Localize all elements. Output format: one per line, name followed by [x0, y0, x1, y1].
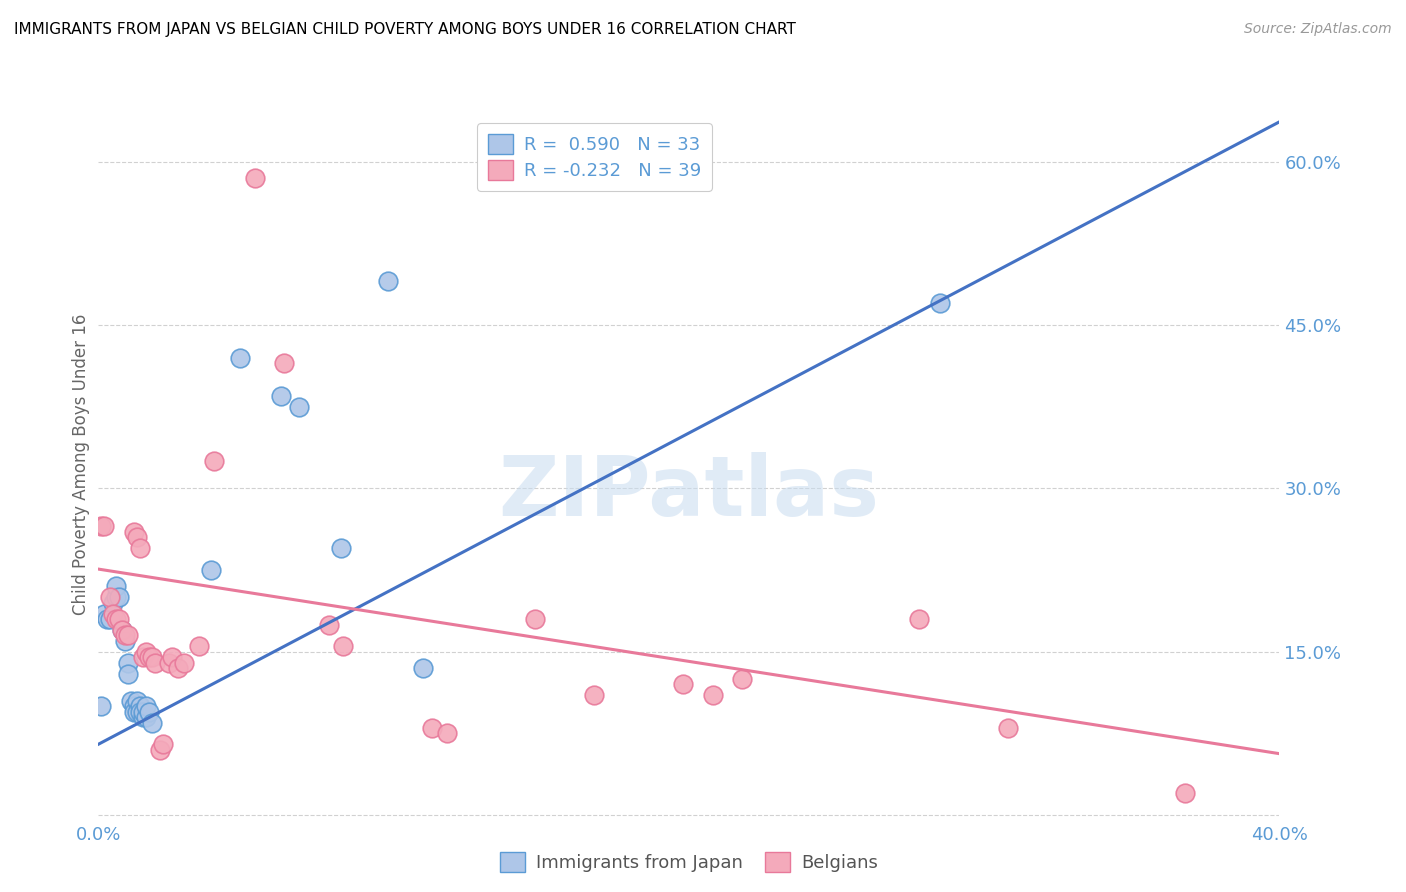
Point: [288, 400, 311, 414]
Point: [111, 623, 134, 637]
Point: [157, 656, 180, 670]
Point: [135, 645, 157, 659]
Point: [105, 612, 128, 626]
Point: [132, 705, 155, 719]
Point: [111, 623, 134, 637]
Point: [167, 661, 190, 675]
Point: [125, 530, 148, 544]
Point: [90, 519, 112, 533]
Point: [332, 640, 354, 654]
Text: Source: ZipAtlas.com: Source: ZipAtlas.com: [1244, 22, 1392, 37]
Point: [125, 705, 148, 719]
Point: [318, 617, 340, 632]
Point: [412, 661, 434, 675]
Point: [108, 591, 131, 605]
Point: [114, 628, 136, 642]
Point: [128, 705, 150, 719]
Point: [108, 612, 131, 626]
Point: [98, 612, 121, 626]
Text: ZIPatlas: ZIPatlas: [499, 452, 879, 533]
Point: [128, 541, 150, 556]
Point: [202, 454, 225, 468]
Point: [132, 650, 155, 665]
Point: [103, 596, 125, 610]
Point: [141, 650, 163, 665]
Point: [138, 650, 160, 665]
Point: [436, 726, 458, 740]
Point: [117, 656, 139, 670]
Point: [702, 689, 724, 703]
Point: [114, 633, 136, 648]
Point: [908, 612, 931, 626]
Point: [152, 738, 174, 752]
Point: [93, 607, 115, 621]
Point: [98, 591, 121, 605]
Point: [122, 524, 145, 539]
Point: [273, 356, 295, 370]
Point: [125, 694, 148, 708]
Point: [141, 715, 163, 730]
Point: [1174, 786, 1197, 800]
Point: [132, 710, 155, 724]
Point: [420, 721, 443, 735]
Point: [149, 743, 172, 757]
Point: [329, 541, 352, 556]
Text: IMMIGRANTS FROM JAPAN VS BELGIAN CHILD POVERTY AMONG BOYS UNDER 16 CORRELATION C: IMMIGRANTS FROM JAPAN VS BELGIAN CHILD P…: [14, 22, 796, 37]
Point: [997, 721, 1019, 735]
Point: [672, 677, 695, 691]
Point: [105, 579, 128, 593]
Point: [122, 705, 145, 719]
Point: [96, 612, 118, 626]
Point: [377, 274, 399, 288]
Point: [90, 699, 112, 714]
Point: [128, 699, 150, 714]
Point: [928, 296, 950, 310]
Point: [122, 699, 145, 714]
Point: [117, 666, 139, 681]
Point: [105, 591, 128, 605]
Point: [135, 699, 157, 714]
Point: [103, 607, 125, 621]
Y-axis label: Child Poverty Among Boys Under 16: Child Poverty Among Boys Under 16: [72, 313, 90, 615]
Point: [187, 640, 209, 654]
Point: [731, 672, 754, 686]
Point: [93, 519, 115, 533]
Point: [135, 710, 157, 724]
Legend: Immigrants from Japan, Belgians: Immigrants from Japan, Belgians: [494, 845, 884, 880]
Point: [524, 612, 547, 626]
Point: [583, 689, 606, 703]
Point: [173, 656, 195, 670]
Point: [200, 563, 222, 577]
Point: [229, 351, 252, 365]
Point: [117, 628, 139, 642]
Point: [270, 389, 292, 403]
Point: [162, 650, 183, 665]
Point: [243, 170, 266, 185]
Point: [120, 694, 142, 708]
Point: [143, 656, 166, 670]
Point: [138, 705, 160, 719]
